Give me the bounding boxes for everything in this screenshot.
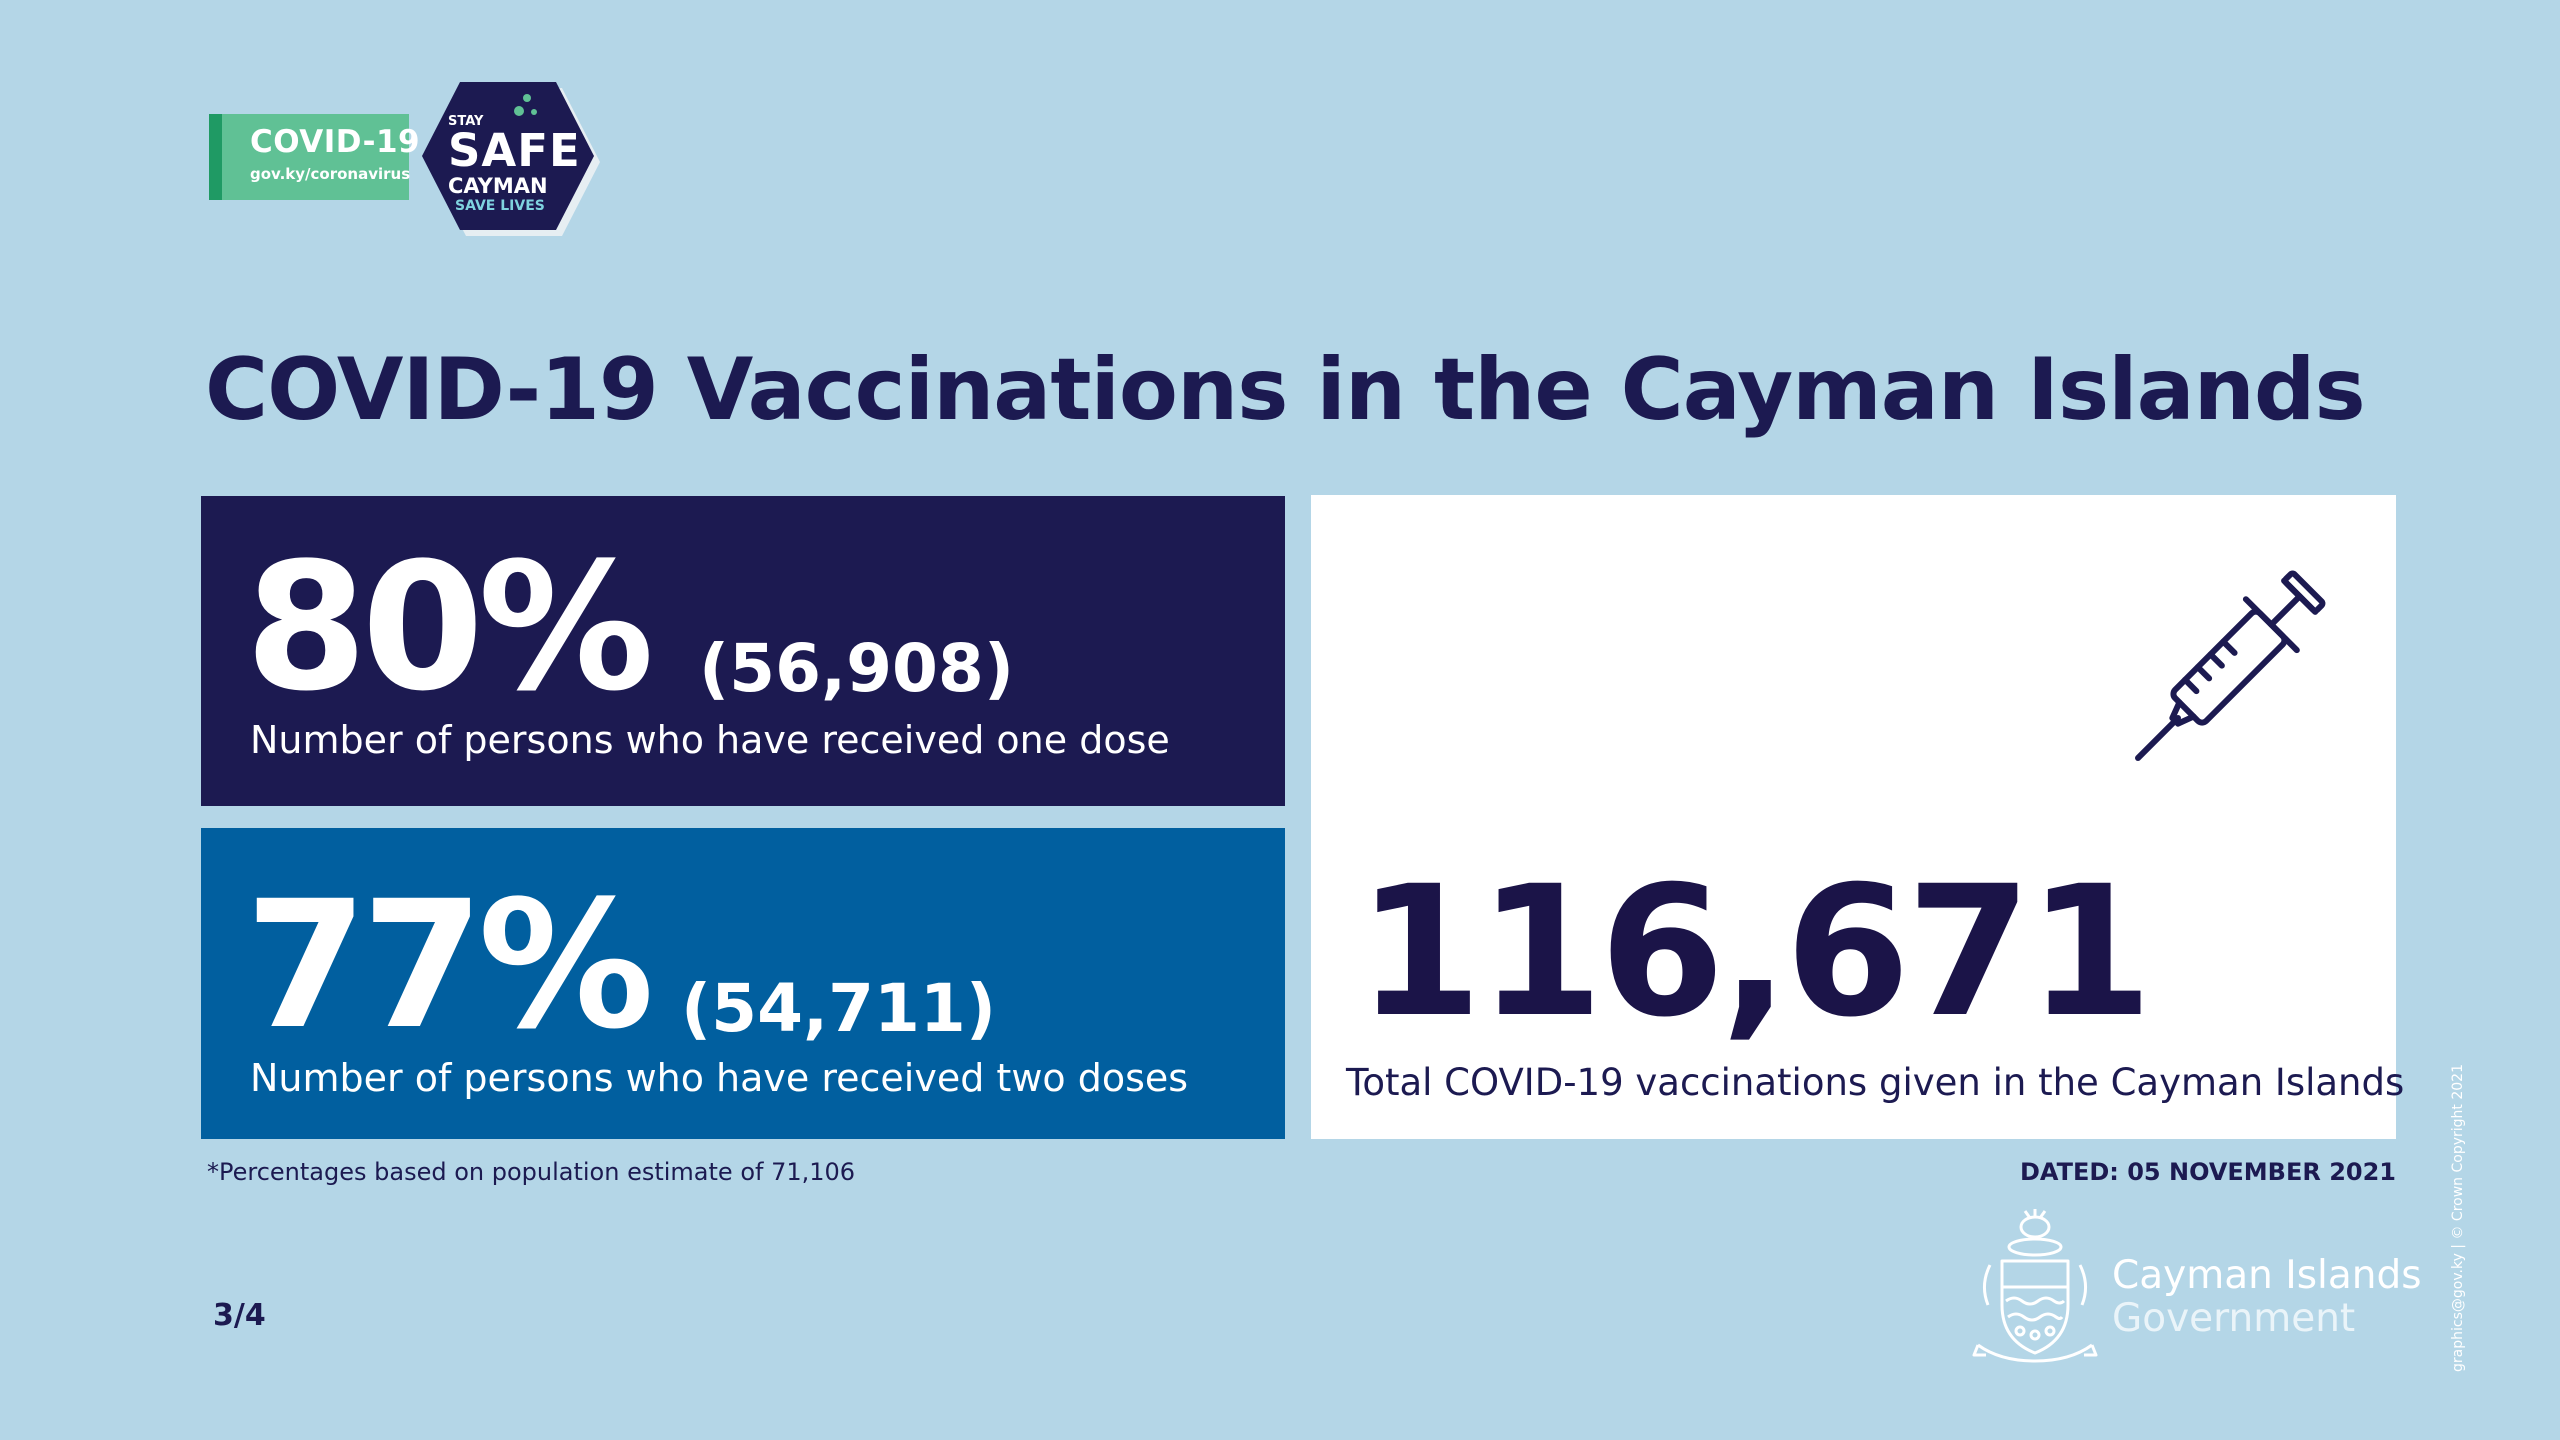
government-name: Cayman Islands Government bbox=[2112, 1253, 2422, 1341]
dated-text: DATED: 05 NOVEMBER 2021 bbox=[2019, 1158, 2396, 1186]
stay-safe-cayman-logo: STAY SAFE CAYMAN SAVE LIVES bbox=[412, 76, 602, 246]
one-dose-percent: 80% bbox=[245, 525, 654, 730]
two-doses-label: Number of persons who have received two … bbox=[250, 1056, 1189, 1100]
government-name-line1: Cayman Islands bbox=[2112, 1253, 2422, 1298]
cayman-text: CAYMAN bbox=[448, 174, 548, 198]
page-title: COVID-19 Vaccinations in the Cayman Isla… bbox=[205, 340, 2366, 440]
total-vaccinations-box: 116,671 Total COVID-19 vaccinations give… bbox=[1311, 495, 2404, 1139]
covid-label: COVID-19 bbox=[250, 124, 421, 160]
one-dose-count: (56,908) bbox=[699, 630, 1015, 707]
copyright-credit: graphics@gov.ky | © Crown Copyright 2021 bbox=[2450, 1064, 2466, 1372]
two-doses-percent: 77% bbox=[245, 863, 654, 1068]
two-doses-count: (54,711) bbox=[681, 970, 997, 1047]
one-dose-label: Number of persons who have received one … bbox=[250, 718, 1170, 762]
one-dose-stat-box: 80% (56,908) Number of persons who have … bbox=[201, 496, 1285, 806]
government-name-line2: Government bbox=[2112, 1295, 2356, 1341]
page-number: 3/4 bbox=[213, 1298, 266, 1333]
covid-url: gov.ky/coronavirus bbox=[250, 165, 411, 183]
total-vaccinations-label: Total COVID-19 vaccinations given in the… bbox=[1346, 1061, 2405, 1104]
population-footnote: *Percentages based on population estimat… bbox=[207, 1158, 856, 1186]
stay-text: STAY bbox=[448, 114, 484, 129]
safe-text: SAFE bbox=[448, 124, 581, 177]
covid-19-badge: COVID-19 gov.ky/coronavirus bbox=[209, 114, 420, 200]
coat-of-arms-icon bbox=[1970, 1205, 2100, 1365]
two-doses-stat-box: 77% (54,711) Number of persons who have … bbox=[201, 828, 1285, 1139]
syringe-icon bbox=[2135, 570, 2326, 761]
save-lives-text: SAVE LIVES bbox=[455, 198, 545, 214]
total-vaccinations-value: 116,671 bbox=[1357, 848, 2153, 1057]
stay-safe-hexagon bbox=[422, 82, 600, 236]
